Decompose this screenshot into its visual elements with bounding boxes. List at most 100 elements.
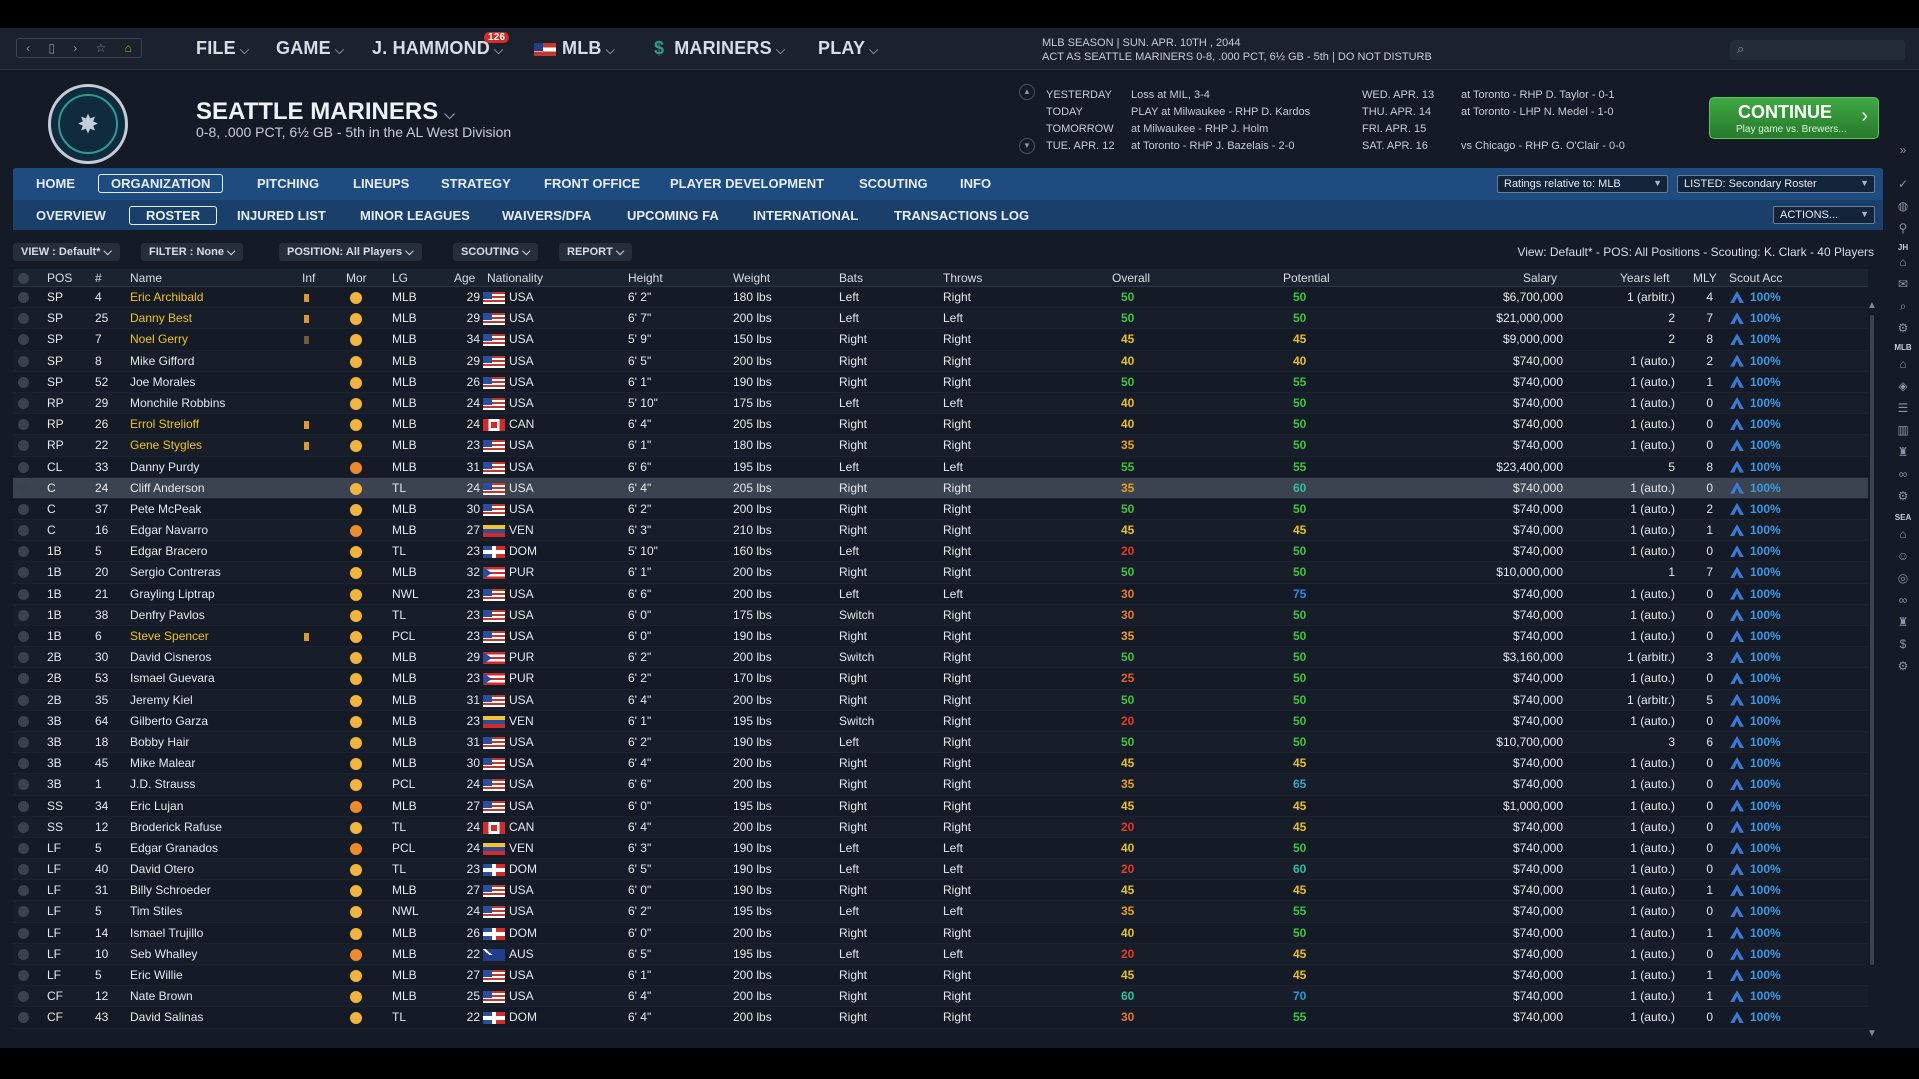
continue-button[interactable]: CONTINUE Play game vs. Brewers... › [1709,97,1879,139]
table-row[interactable]: LF 31 Billy Schroeder MLB 27 USA 6' 0" 190 lbs R… [13,880,1868,902]
table-row[interactable]: SP 4 Eric Archibald MLB 29 USA 6' 2" 180 lbs Lef… [13,287,1868,309]
globe-icon[interactable]: ◍ [1897,199,1909,213]
table-row[interactable]: RP 29 Monchile Robbins MLB 24 USA 5' 10" 175 lb… [13,392,1868,415]
gear-icon[interactable]: ⚙ [1897,321,1909,335]
col-potential[interactable]: Potential [1283,271,1330,285]
row-select-toggle[interactable] [18,525,29,537]
col-mly[interactable]: MLY [1693,271,1717,285]
cell-name[interactable]: Ismael Guevara [130,671,215,686]
link-icon[interactable]: ∞ [1898,593,1908,607]
tab-scouting[interactable]: SCOUTING [859,176,928,191]
cell-name[interactable]: Tim Stiles [130,904,183,919]
dollar-icon[interactable]: $ [1899,637,1907,651]
collapse-icon[interactable]: » [1899,143,1907,157]
cell-name[interactable]: David Cisneros [130,650,212,665]
schedule-down-button[interactable]: ▼ [1019,138,1035,154]
table-row[interactable]: SP 52 Joe Morales MLB 26 USA 6' 1" 190 lbs Right… [13,372,1868,393]
cell-name[interactable]: Grayling Liptrap [130,586,215,601]
row-select-toggle[interactable] [18,292,29,303]
schedule-info[interactable]: at Toronto - RHP D. Taylor - 0-1 [1461,89,1615,101]
row-select-toggle[interactable] [18,673,29,685]
row-select-toggle[interactable] [18,503,29,515]
search-input[interactable]: ⌕ [1730,40,1905,60]
table-row[interactable]: CF 43 David Salinas TL 22 DOM 6' 4" 200 lbs Righ… [13,1007,1868,1029]
cell-name[interactable]: Seb Whalley [130,946,198,961]
people-icon[interactable]: ☺ [1896,549,1910,563]
cell-name[interactable]: Edgar Granados [130,840,219,855]
home-icon[interactable]: ⌂ [1899,255,1907,269]
row-select-toggle[interactable] [18,419,29,431]
cell-name[interactable]: Edgar Bracero [130,544,208,559]
forward-icon[interactable]: › [73,41,78,55]
row-select-toggle[interactable] [18,736,29,748]
table-row[interactable]: LF 10 Seb Whalley MLB 22 AUS 6' 5" 195 lbs Left L… [13,943,1868,965]
col-weight[interactable]: Weight [733,271,771,285]
row-select-toggle[interactable] [18,715,29,727]
row-select-toggle[interactable] [18,482,29,494]
team-name[interactable]: SEATTLE MARINERS ⌵ [196,98,455,126]
row-select-toggle[interactable] [18,313,29,325]
col-inf[interactable]: Inf [302,271,316,285]
schedule-info[interactable]: vs Chicago - RHP G. O'Clair - 0-0 [1461,140,1625,152]
row-select-toggle[interactable] [18,885,29,897]
row-select-toggle[interactable] [18,609,29,621]
row-select-toggle[interactable] [18,588,29,600]
cell-name[interactable]: Errol Strelioff [130,417,200,432]
col-name[interactable]: Name [130,271,163,285]
tab-upcoming-fa[interactable]: UPCOMING FA [627,208,719,223]
cell-name[interactable]: Danny Purdy [130,459,200,474]
table-row[interactable]: RP 22 Gene Stygles MLB 23 USA 6' 1" 180 lbs Righ… [13,435,1868,457]
schedule-info[interactable]: at Toronto - LHP N. Medel - 1-0 [1461,106,1614,118]
col-overall[interactable]: Overall [1112,271,1151,285]
actions-dropdown[interactable]: ACTIONS... ▼ [1773,206,1875,224]
cell-name[interactable]: Pete McPeak [130,501,202,516]
tab-home[interactable]: HOME [36,176,75,191]
cell-name[interactable]: Gene Stygles [130,438,203,453]
target-icon[interactable]: ◎ [1897,571,1909,585]
table-row[interactable]: LF 14 Ismael Trujillo MLB 26 DOM 6' 0" 200 lbs R… [13,923,1868,944]
cell-name[interactable]: Joe Morales [130,374,196,389]
back-icon[interactable]: ‹ [26,41,31,55]
cell-name[interactable]: Bobby Hair [130,734,190,749]
tab-injured-list[interactable]: INJURED LIST [237,208,326,223]
row-select-toggle[interactable] [18,631,29,642]
row-select-toggle[interactable] [18,355,29,367]
table-row[interactable]: 1B 38 Denfry Pavlos TL 23 USA 6' 0" 175 lbs Swit… [13,604,1868,626]
check-icon[interactable]: ✓ [1897,177,1909,191]
col-height[interactable]: Height [628,271,663,285]
schedule-info[interactable]: Loss at MIL, 3-4 [1131,89,1210,101]
cell-name[interactable]: Sergio Contreras [130,565,221,580]
cell-name[interactable]: Ismael Trujillo [130,925,204,940]
table-row[interactable]: 1B 5 Edgar Bracero TL 23 DOM 5' 10" 160 lbs Left… [13,541,1868,563]
table-row[interactable]: SS 12 Broderick Rafuse TL 24 CAN 6' 4" 200 lbs R… [13,816,1868,838]
tab-overview[interactable]: OVERVIEW [36,208,106,223]
row-select-toggle[interactable] [18,334,29,346]
col-years-left[interactable]: Years left [1620,271,1670,285]
trophy-icon[interactable]: ♜ [1897,445,1909,459]
ratings-relative-select[interactable]: Ratings relative to: MLB ▼ [1497,175,1668,193]
tab-organization[interactable]: ORGANIZATION [98,174,224,193]
row-select-toggle[interactable] [18,694,29,706]
col-bats[interactable]: Bats [839,271,864,285]
table-row[interactable]: C 37 Pete McPeak MLB 30 USA 6' 2" 200 lbs Right R… [13,499,1868,521]
schedule-info[interactable]: PLAY at Milwaukee - RHP D. Kardos [1131,106,1311,118]
home-icon[interactable]: ⌂ [1899,527,1907,541]
tab-front-office[interactable]: FRONT OFFICE [544,176,641,191]
table-row[interactable]: LF 40 David Otero TL 23 DOM 6' 5" 190 lbs Left Le… [13,859,1868,881]
filter-dropdown[interactable]: FILTER : None ⌵ [141,243,244,261]
row-select-toggle[interactable] [18,546,29,558]
home-icon[interactable]: ⌂ [124,41,132,55]
col-pos[interactable]: POS [47,271,73,285]
row-select-toggle[interactable] [18,779,29,791]
row-select-toggle[interactable] [18,927,29,939]
col-number[interactable]: # [95,271,102,285]
col-nationality[interactable]: Nationality [487,271,544,285]
tab-player-development[interactable]: PLAYER DEVELOPMENT [670,176,825,191]
row-select-toggle[interactable] [18,758,29,770]
table-row[interactable]: SP 25 Danny Best MLB 29 USA 6' 7" 200 lbs Left Le… [13,308,1868,330]
tab-lineups[interactable]: LINEUPS [353,176,410,191]
col-scout-acc[interactable]: Scout Acc [1729,271,1783,285]
row-select-toggle[interactable] [18,461,29,473]
position-dropdown[interactable]: POSITION: All Players ⌵ [279,243,422,261]
col-mor[interactable]: Mor [346,271,367,285]
